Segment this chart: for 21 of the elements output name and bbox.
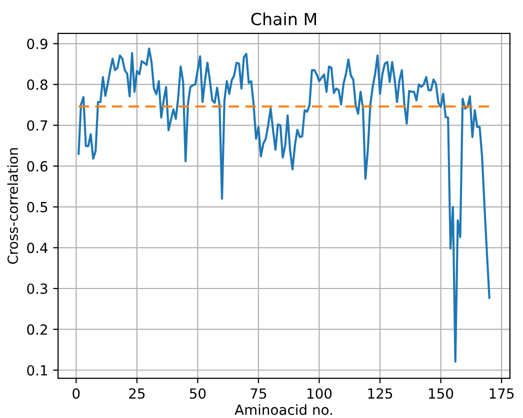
y-tick-label: 0.9 bbox=[27, 38, 48, 50]
y-tick-label: 0.5 bbox=[27, 202, 48, 212]
x-tick-label: 150 bbox=[429, 388, 454, 399]
y-tick-label: 0.6 bbox=[27, 161, 48, 172]
y-tick-label: 0.1 bbox=[27, 365, 48, 376]
x-tick-label: 25 bbox=[129, 388, 145, 399]
y-axis-title: Cross-correlation bbox=[7, 148, 18, 264]
line-series bbox=[78, 47, 490, 363]
x-tick-label: 0 bbox=[72, 388, 80, 399]
x-tick-label: 100 bbox=[308, 388, 332, 399]
y-tick-label: 0.3 bbox=[27, 283, 48, 294]
y-tick-label: 0.4 bbox=[27, 242, 48, 254]
x-tick-label: 175 bbox=[490, 388, 514, 399]
y-tick-label: 0.7 bbox=[27, 120, 48, 131]
x-tick-label: 50 bbox=[190, 388, 206, 399]
y-tick-label: 0.8 bbox=[27, 79, 48, 90]
x-axis-title: Aminoacid no. bbox=[234, 404, 332, 415]
chart-title: Chain M bbox=[251, 12, 316, 26]
y-tick-label: 0.2 bbox=[27, 324, 47, 335]
x-tick-label: 125 bbox=[368, 388, 392, 399]
x-tick-label: 75 bbox=[250, 388, 266, 399]
